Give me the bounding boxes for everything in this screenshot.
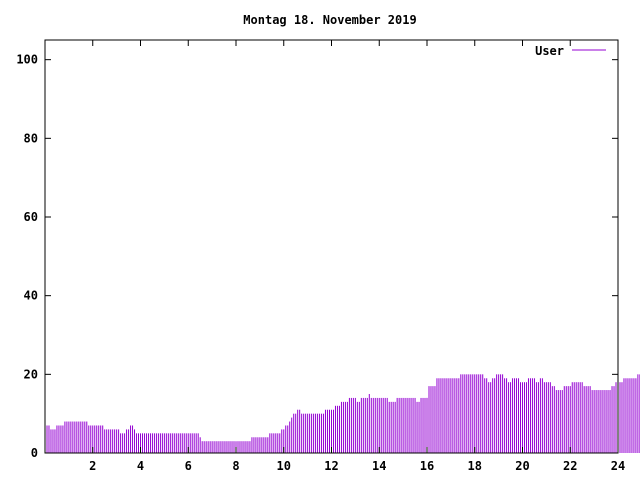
y-tick-label: 40 xyxy=(24,289,38,303)
y-tick-label: 100 xyxy=(16,53,38,67)
bar-series-user xyxy=(44,374,640,453)
y-axis-ticks: 0 20 40 60 80 100 xyxy=(16,53,618,460)
x-tick-label: 12 xyxy=(324,459,338,473)
x-tick-label: 6 xyxy=(185,459,192,473)
y-tick-label: 0 xyxy=(31,446,38,460)
x-tick-label: 2 xyxy=(89,459,96,473)
x-tick-label: 20 xyxy=(515,459,529,473)
legend-label-user: User xyxy=(535,44,564,58)
x-tick-label: 8 xyxy=(232,459,239,473)
chart-title: Montag 18. November 2019 xyxy=(243,13,416,27)
x-tick-label: 22 xyxy=(563,459,577,473)
y-tick-label: 80 xyxy=(24,131,38,145)
x-tick-label: 4 xyxy=(137,459,144,473)
x-tick-label: 18 xyxy=(468,459,482,473)
y-tick-label: 60 xyxy=(24,210,38,224)
x-tick-label: 24 xyxy=(611,459,625,473)
x-tick-label: 10 xyxy=(277,459,291,473)
y-tick-label: 20 xyxy=(24,367,38,381)
x-tick-label: 14 xyxy=(372,459,386,473)
x-axis-ticks: 2 4 6 8 10 12 14 16 18 20 22 24 xyxy=(89,40,625,473)
x-tick-label: 16 xyxy=(420,459,434,473)
legend: User xyxy=(535,44,606,58)
